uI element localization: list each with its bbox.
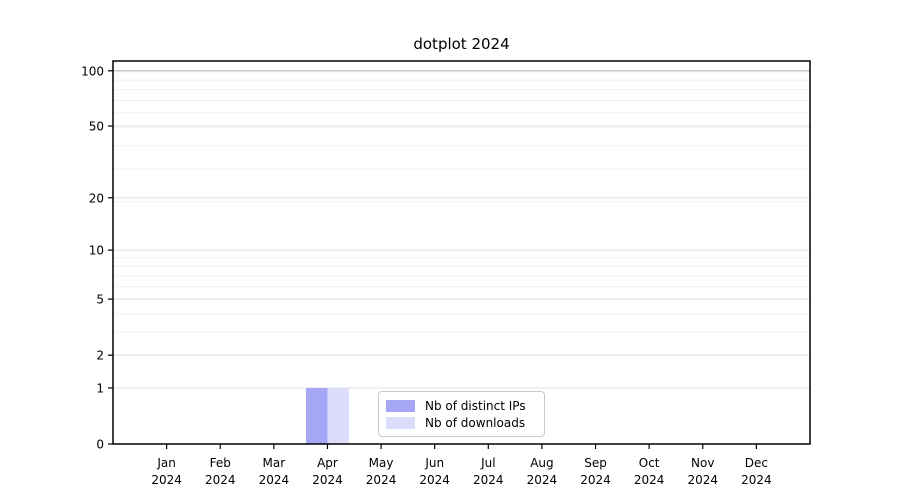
bar-nb-of-distinct-ips (306, 387, 328, 444)
legend-item-downloads: Nb of downloads (386, 415, 538, 433)
y-tick-label: 2 (96, 349, 104, 363)
x-tick-label-year: 2024 (259, 473, 290, 487)
x-tick-label-year: 2024 (419, 473, 450, 487)
y-tick-label: 100 (81, 64, 104, 78)
legend-label-downloads: Nb of downloads (425, 416, 526, 431)
x-tick-label-year: 2024 (205, 473, 236, 487)
x-tick-label-month: Sep (584, 456, 607, 470)
x-tick-label-month: Oct (639, 456, 660, 470)
x-tick-label-month: Feb (210, 456, 231, 470)
y-tick-label: 10 (89, 244, 104, 258)
legend-item-distinct-ips: Nb of distinct IPs (386, 397, 538, 415)
x-tick-label-month: Nov (691, 456, 714, 470)
x-tick-label-year: 2024 (473, 473, 504, 487)
legend-swatch-downloads (386, 417, 415, 430)
chart-title: dotplot 2024 (413, 35, 510, 53)
y-tick-label: 50 (89, 120, 104, 134)
x-tick-label-year: 2024 (151, 473, 182, 487)
x-tick-label-year: 2024 (527, 473, 558, 487)
x-tick-label-year: 2024 (580, 473, 611, 487)
y-tick-label: 0 (96, 438, 104, 452)
x-tick-label-month: Mar (263, 456, 286, 470)
bar-nb-of-downloads (327, 387, 349, 444)
x-tick-label-month: Aug (530, 456, 553, 470)
x-tick-label-year: 2024 (741, 473, 772, 487)
axes-spines (112, 60, 811, 445)
x-tick-label-month: Apr (317, 456, 338, 470)
x-tick-label-month: Jul (480, 456, 495, 470)
x-tick-label-year: 2024 (366, 473, 397, 487)
y-tick-label: 1 (96, 381, 104, 395)
legend-label-distinct-ips: Nb of distinct IPs (425, 398, 526, 413)
x-tick-label-month: Dec (745, 456, 768, 470)
x-tick-label-month: May (369, 456, 394, 470)
x-tick-label-year: 2024 (634, 473, 665, 487)
y-tick-label: 20 (89, 191, 104, 205)
x-tick-label-year: 2024 (312, 473, 343, 487)
y-tick-label: 5 (96, 293, 104, 307)
legend: Nb of distinct IPs Nb of downloads (378, 391, 545, 437)
x-tick-label-month: Jun (424, 456, 444, 470)
x-tick-label-year: 2024 (687, 473, 718, 487)
x-tick-label-month: Jan (156, 456, 176, 470)
legend-swatch-distinct-ips (386, 399, 415, 412)
